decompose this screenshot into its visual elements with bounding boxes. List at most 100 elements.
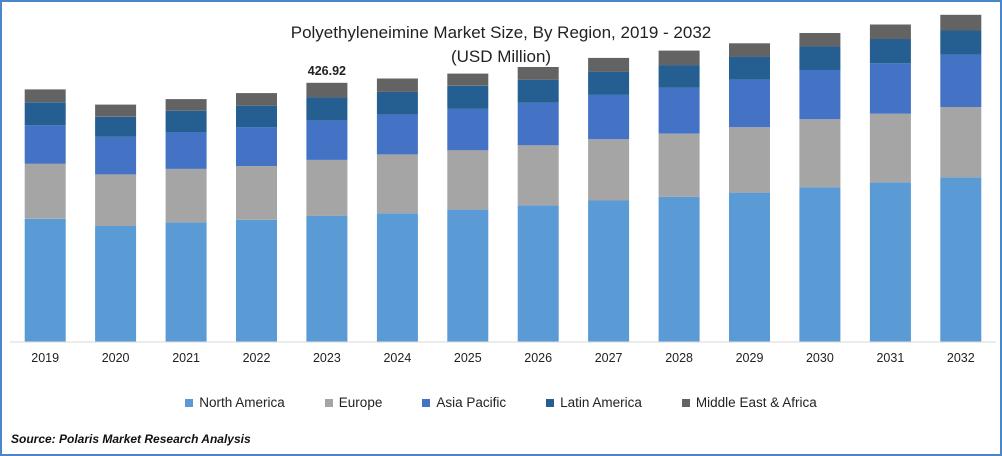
bar-segment-2031-north-america	[869, 182, 911, 342]
legend-item-latin-america: Latin America	[546, 395, 642, 410]
bar-segment-2027-latin-america	[588, 71, 630, 95]
bar-segment-2032-europe	[940, 107, 982, 178]
bar-segment-2019-europe	[24, 163, 66, 219]
bar-segment-2024-latin-america	[376, 91, 418, 115]
bar-segment-2028-middle-east-africa	[658, 50, 700, 66]
bar-segment-2029-north-america	[729, 192, 770, 342]
legend-swatch-latin-america	[546, 398, 555, 407]
bar-segment-2023-asia-pacific	[306, 120, 348, 160]
bar-segment-2028-asia-pacific	[658, 87, 700, 134]
bar-segment-2031-latin-america	[869, 39, 911, 64]
chart-subtitle: (USD Million)	[450, 47, 552, 66]
bar-segment-2026-latin-america	[517, 79, 559, 103]
bar-segment-2024-europe	[376, 154, 418, 214]
bar-segment-2025-north-america	[447, 209, 489, 342]
legend-label-latin-america: Latin America	[560, 395, 642, 410]
x-tick-label-2021: 2021	[172, 351, 200, 365]
bar-segment-2026-middle-east-africa	[517, 67, 559, 80]
bar-segment-2027-middle-east-africa	[588, 57, 630, 72]
bar-segment-2029-latin-america	[729, 56, 770, 80]
legend-swatch-asia-pacific	[422, 398, 431, 407]
bar-segment-2026-europe	[517, 145, 559, 206]
legend-item-asia-pacific: Asia Pacific	[422, 395, 506, 410]
legend-swatch-middle-east-africa	[681, 398, 690, 407]
legend: North America Europe Asia Pacific Latin Ame…	[2, 395, 1000, 410]
x-tick-label-2025: 2025	[454, 351, 482, 365]
chart-title: Polyethyleneimine Market Size, By Region…	[290, 23, 712, 42]
bar-segment-2029-middle-east-africa	[729, 43, 770, 57]
bar-segment-2019-latin-america	[24, 102, 66, 126]
x-tick-label-2032: 2032	[947, 351, 975, 365]
bar-segment-2027-asia-pacific	[588, 94, 630, 140]
bar-segment-2027-north-america	[588, 200, 630, 342]
bar-segment-2026-asia-pacific	[517, 102, 559, 146]
bar-segment-2021-latin-america	[165, 110, 207, 132]
bar-segment-2022-middle-east-africa	[236, 93, 277, 106]
x-tick-label-2026: 2026	[524, 351, 552, 365]
bar-segment-2030-latin-america	[799, 46, 841, 70]
bar-segment-2020-middle-east-africa	[95, 104, 137, 117]
legend-item-europe: Europe	[324, 395, 382, 410]
bar-segment-2030-middle-east-africa	[799, 33, 841, 47]
bar-segment-2021-north-america	[165, 222, 207, 342]
bar-segment-2032-middle-east-africa	[940, 14, 982, 31]
bar-segment-2028-europe	[658, 133, 700, 197]
bar-segment-2020-europe	[95, 174, 137, 226]
legend-label-middle-east-africa: Middle East & Africa	[695, 395, 817, 410]
bar-chart: 2019 2020 2021 2022 2023 2024 2025 2026 2027 2028…	[10, 14, 996, 365]
bar-segment-2020-north-america	[95, 226, 137, 342]
bar-segment-2032-north-america	[940, 177, 982, 342]
bar-segment-2030-asia-pacific	[799, 70, 841, 120]
x-tick-label-2029: 2029	[736, 351, 764, 365]
legend-label-asia-pacific: Asia Pacific	[436, 395, 507, 410]
legend-swatch-europe	[324, 398, 333, 407]
bar-segment-2024-middle-east-africa	[376, 78, 418, 92]
x-tick-label-2024: 2024	[383, 351, 411, 365]
bar-segment-2021-asia-pacific	[165, 131, 207, 169]
x-tick-label-2028: 2028	[665, 351, 693, 365]
bar-segment-2028-north-america	[658, 196, 700, 342]
bar-segment-2023-europe	[306, 159, 348, 216]
bar-segment-2019-middle-east-africa	[24, 89, 66, 103]
bar-segment-2032-latin-america	[940, 30, 982, 55]
bar-segment-2020-asia-pacific	[95, 136, 137, 175]
x-tick-label-2019: 2019	[31, 351, 59, 365]
data-label-2023: 426.92	[308, 64, 346, 78]
bar-segment-2019-asia-pacific	[24, 125, 66, 164]
bar-segment-2022-north-america	[236, 220, 277, 342]
bar-segment-2023-latin-america	[306, 97, 348, 121]
x-tick-label-2031: 2031	[876, 351, 904, 365]
bar-segment-2030-north-america	[799, 187, 841, 342]
x-tick-label-2023: 2023	[313, 351, 341, 365]
bar-segment-2025-asia-pacific	[447, 108, 489, 151]
bar-segment-2023-middle-east-africa	[306, 82, 348, 98]
bar-segment-2031-middle-east-africa	[869, 24, 911, 40]
bar-segment-2022-asia-pacific	[236, 127, 277, 166]
bar-segment-2023-north-america	[306, 215, 348, 342]
bar-segment-2025-latin-america	[447, 85, 489, 109]
bar-segment-2026-north-america	[517, 205, 559, 342]
bar-segment-2020-latin-america	[95, 116, 137, 137]
x-tick-label-2020: 2020	[102, 351, 130, 365]
bar-segment-2029-asia-pacific	[729, 79, 770, 128]
x-tick-label-2027: 2027	[595, 351, 623, 365]
legend-item-north-america: North America	[185, 395, 285, 410]
bar-segment-2030-europe	[799, 119, 841, 188]
legend-item-middle-east-africa: Middle East & Africa	[681, 395, 817, 410]
x-tick-label-2030: 2030	[806, 351, 834, 365]
legend-swatch-north-america	[185, 398, 194, 407]
bars-group	[24, 14, 982, 342]
bar-segment-2031-asia-pacific	[869, 63, 911, 114]
legend-label-north-america: North America	[199, 395, 285, 410]
bar-segment-2022-europe	[236, 165, 277, 220]
bar-segment-2027-europe	[588, 139, 630, 201]
bar-segment-2021-europe	[165, 169, 207, 223]
bar-segment-2032-asia-pacific	[940, 54, 982, 107]
bar-segment-2019-north-america	[24, 218, 66, 342]
bar-segment-2025-europe	[447, 150, 489, 210]
bar-segment-2024-asia-pacific	[376, 114, 418, 155]
bar-segment-2028-latin-america	[658, 65, 700, 88]
annotations-group: 426.92	[308, 64, 346, 78]
bar-segment-2022-latin-america	[236, 105, 277, 128]
